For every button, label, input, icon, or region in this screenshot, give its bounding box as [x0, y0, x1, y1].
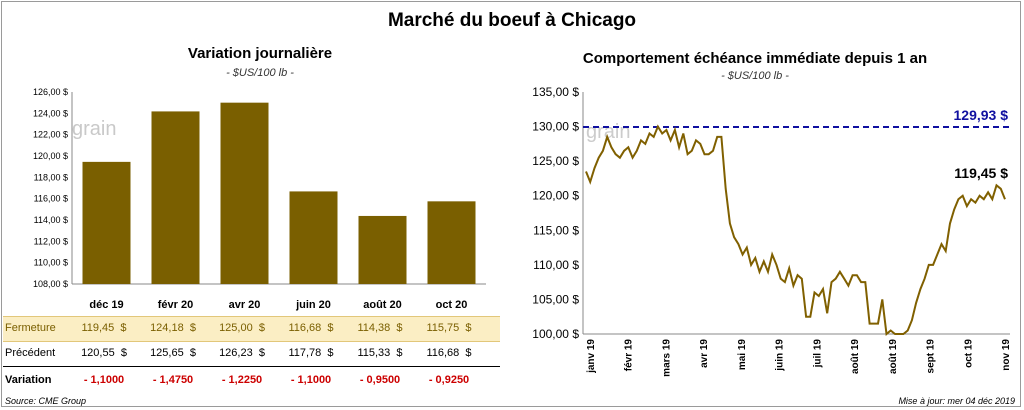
table-cell: 115,33 $ [357, 347, 403, 359]
y-tick-label: 116,00 $ [34, 194, 68, 204]
x-tick-label: août 19 [888, 339, 899, 374]
table-cell: 119,45 $ [81, 322, 127, 334]
x-tick-label: juin 19 [775, 339, 786, 372]
y-tick-label: 100,00 $ [532, 327, 579, 341]
x-tick-label: juin 20 [295, 299, 331, 311]
y-tick-label: 118,00 $ [34, 172, 68, 182]
series-line [585, 124, 1006, 336]
x-tick-label: mai 19 [737, 339, 748, 371]
table-cell: - 1,2250 [221, 374, 263, 386]
y-tick-label: 126,00 $ [33, 87, 68, 97]
bar [151, 111, 200, 284]
x-tick-label: nov 19 [1001, 339, 1012, 371]
row-fermeture-label: Fermeture [5, 322, 56, 334]
right-chart-subtitle: - $US/100 lb - [721, 70, 789, 82]
table-cell: 125,00 $ [219, 322, 265, 334]
x-tick-label: oct 19 [963, 339, 974, 368]
table-cell: 116,68 $ [426, 347, 472, 359]
y-tick-label: 120,00 $ [33, 151, 68, 161]
x-tick-label: mars 19 [661, 339, 672, 377]
table-cell: - 0,9250 [428, 374, 470, 386]
table-separator [3, 366, 500, 367]
table-cell: 120,55 $ [81, 347, 127, 359]
x-tick-label: août 19 [850, 339, 861, 374]
x-tick-label: août 20 [363, 299, 402, 311]
y-tick-label: 122,00 $ [33, 130, 68, 140]
y-tick-label: 110,00 $ [533, 258, 579, 272]
table-cell: - 1,4750 [152, 374, 194, 386]
main-title: Marché du boeuf à Chicago [387, 10, 637, 31]
table-cell: 116,68 $ [288, 322, 334, 334]
bar-chart: grain 108,00 $ 110,00 $ 112,00 $ 114,00 $ 116… [33, 87, 486, 311]
fermeture-row-highlight [3, 316, 500, 342]
row-precedent-label: Précédent [5, 347, 56, 359]
bar [289, 191, 338, 284]
y-tick-label: 135,00 $ [532, 85, 579, 99]
table-cell: 125,65 $ [150, 347, 196, 359]
y-tick-label: 108,00 $ [33, 279, 68, 289]
reference-label: 129,93 $ [954, 107, 1009, 123]
x-tick-label: sept 19 [926, 339, 937, 374]
right-chart-title: Comportement échéance immédiate depuis 1… [582, 50, 928, 67]
left-chart-subtitle: - $US/100 lb - [226, 67, 294, 79]
table-cell: 115,75 $ [426, 322, 472, 334]
x-tick-label: déc 19 [89, 299, 123, 311]
table-cell: 114,38 $ [357, 322, 403, 334]
x-tick-label: avr 19 [699, 339, 710, 368]
x-tick-label: juil 19 [812, 339, 823, 369]
left-chart-title: Variation journalière [187, 45, 333, 62]
y-tick-label: 114,00 $ [34, 215, 68, 225]
table-cell: 126,23 $ [219, 347, 265, 359]
y-tick-label: 115,00 $ [533, 223, 579, 237]
watermark-text: grain [72, 118, 116, 140]
update-note: Mise à jour: mer 04 déc 2019 [898, 396, 1015, 406]
x-tick-label: oct 20 [436, 299, 468, 311]
table-cell: 117,78 $ [288, 347, 334, 359]
table-cell: 124,18 $ [150, 322, 196, 334]
source-note: Source: CME Group [5, 396, 87, 406]
last-value-label: 119,45 $ [954, 165, 1008, 181]
y-tick-label: 130,00 $ [532, 120, 579, 134]
y-tick-label: 124,00 $ [33, 108, 68, 118]
x-tick-label: janv 19 [586, 339, 597, 374]
y-tick-label: 110,00 $ [34, 258, 68, 268]
table-cell: - 1,1000 [83, 374, 125, 386]
table-cell: - 1,1000 [290, 374, 332, 386]
bar [82, 161, 131, 284]
x-tick-label: avr 20 [229, 299, 261, 311]
bar [427, 201, 476, 284]
bar [220, 102, 269, 285]
bar [358, 215, 407, 284]
y-tick-label: 105,00 $ [532, 292, 579, 306]
x-tick-label: févr 20 [158, 299, 193, 311]
table-cell: - 0,9500 [359, 374, 401, 386]
x-tick-label: févr 19 [624, 339, 635, 372]
y-tick-label: 120,00 $ [532, 189, 579, 203]
y-tick-label: 112,00 $ [34, 236, 68, 246]
y-tick-label: 125,00 $ [532, 154, 579, 168]
row-variation-label: Variation [5, 374, 52, 386]
